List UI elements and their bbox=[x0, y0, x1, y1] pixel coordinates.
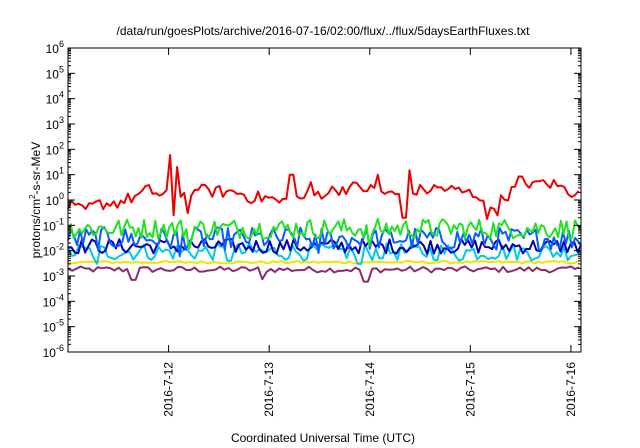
y-tick-label: 10-3 bbox=[43, 267, 64, 284]
series-line-5 bbox=[67, 217, 582, 250]
y-tick-label: 10-5 bbox=[43, 318, 64, 335]
x-tick-label: 2016-7-12 bbox=[162, 362, 176, 417]
y-axis-label-suffix: -s-sr-MeV bbox=[29, 142, 43, 195]
series-line-6 bbox=[67, 154, 580, 220]
x-axis-label: Coordinated Universal Time (UTC) bbox=[231, 431, 415, 445]
x-tick-label: 2016-7-13 bbox=[262, 362, 276, 417]
y-tick-label: 104 bbox=[46, 90, 64, 107]
y-tick-label: 10-1 bbox=[43, 216, 64, 233]
x-tick-label: 2016-7-16 bbox=[564, 362, 578, 417]
y-tick-label: 10-6 bbox=[43, 343, 64, 360]
y-tick-label: 103 bbox=[46, 115, 64, 132]
series-line-2 bbox=[67, 242, 579, 265]
x-tick-label: 2016-7-15 bbox=[463, 362, 477, 417]
series-line-0 bbox=[67, 265, 580, 283]
x-tick-label: 2016-7-14 bbox=[363, 362, 377, 417]
series-line-1 bbox=[67, 260, 580, 265]
y-tick-label: 10-2 bbox=[43, 242, 64, 259]
y-axis-label: protons/cm2-s-sr-MeV bbox=[28, 142, 43, 258]
axes: 10-6 10-5 10-4 10-3 10-2 10-1 100 101 102 103 104 1… bbox=[43, 39, 582, 417]
chart-title: /data/run/goesPlots/archive/2016-07-16/0… bbox=[117, 24, 531, 38]
y-tick-label: 106 bbox=[46, 39, 64, 56]
series-line-4 bbox=[67, 226, 582, 258]
y-axis-label-sup: 2 bbox=[28, 194, 37, 199]
y-tick-label: 105 bbox=[46, 64, 64, 81]
y-tick-label: 10-4 bbox=[43, 292, 64, 309]
y-tick-label: 100 bbox=[46, 191, 64, 208]
y-tick-label: 102 bbox=[46, 140, 64, 157]
y-axis-label-prefix: protons/cm bbox=[29, 199, 43, 258]
series-lines bbox=[67, 154, 582, 283]
y-tick-label: 101 bbox=[46, 166, 64, 183]
